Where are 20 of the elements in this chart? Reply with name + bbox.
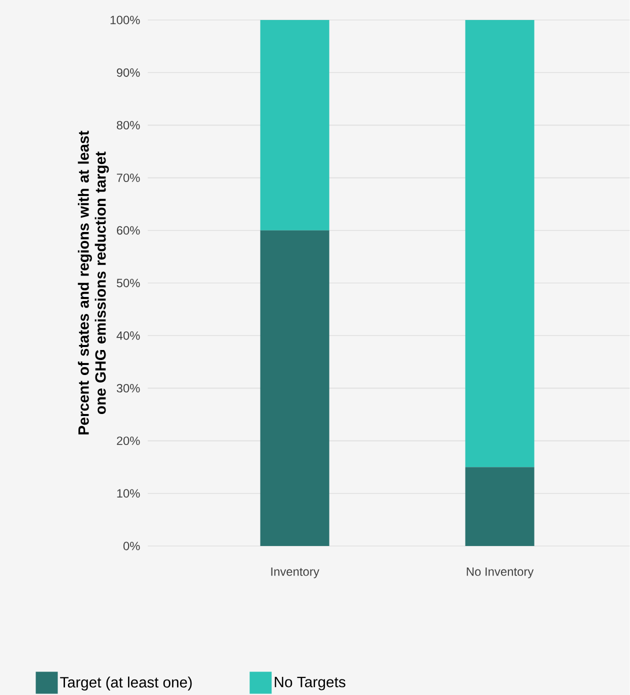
y-tick-label: 70% (117, 174, 140, 182)
bar (260, 230, 330, 546)
x-tick-label: No Inventory (466, 568, 534, 578)
legend-label: Target (at least one) (60, 676, 192, 691)
y-tick-label: 100% (110, 16, 140, 24)
bar (465, 467, 534, 546)
y-tick-label: 30% (116, 384, 140, 392)
y-tick-label: 90% (116, 68, 140, 77)
y-tick-label: 40% (116, 331, 140, 340)
y-axis-title: Percent of states and regions with at least one GHG emissions reduction target (78, 130, 109, 434)
y-tick-label: 50% (116, 278, 140, 288)
y-tick-label: 0% (124, 542, 140, 550)
bar (465, 20, 534, 468)
y-tick-label: 10% (117, 489, 140, 498)
y-tick-label: 60% (117, 226, 140, 235)
legend-label: No Targets (274, 676, 346, 690)
bar (260, 20, 330, 230)
x-tick-label: Inventory (271, 568, 320, 578)
y-tick-label: 80% (116, 120, 140, 130)
y-tick-label: 20% (117, 436, 140, 446)
